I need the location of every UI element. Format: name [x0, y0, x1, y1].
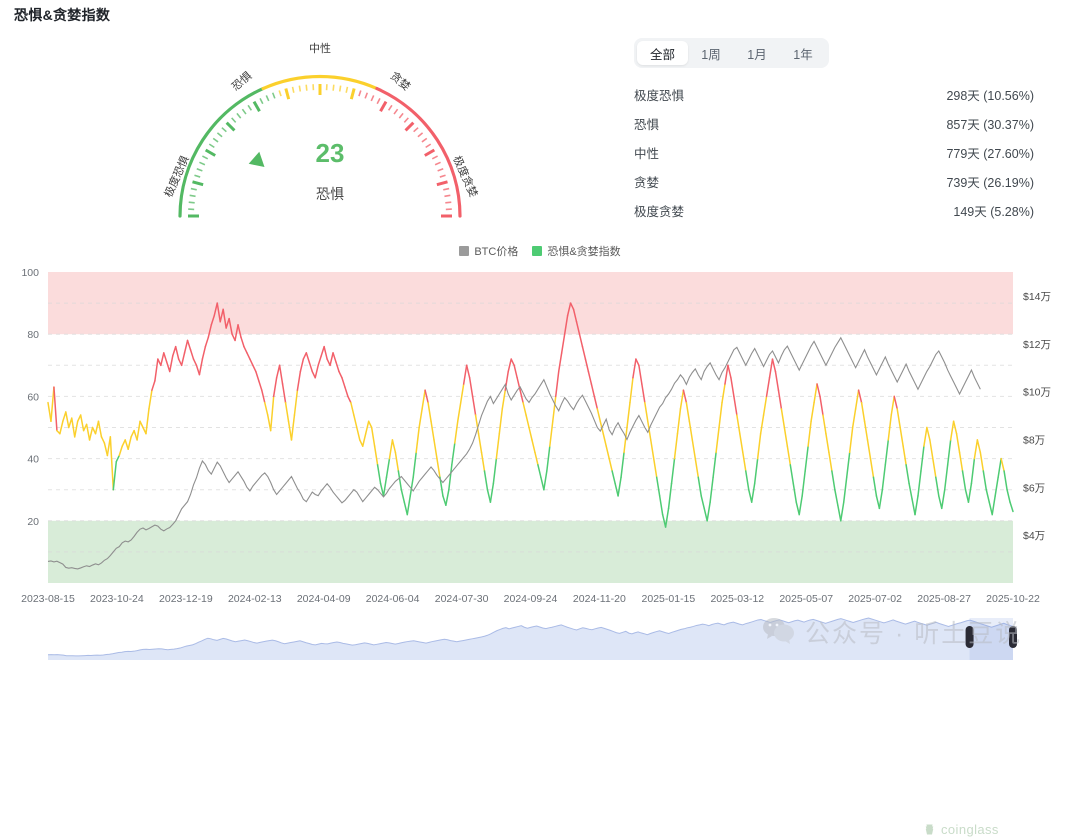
stat-row: 极度恐惧 298天 (10.56%): [634, 78, 1034, 107]
svg-text:80: 80: [27, 329, 39, 341]
legend-label-fear-greed: 恐惧&贪婪指数: [547, 243, 620, 259]
stat-value-extreme-fear: 298天 (10.56%): [946, 85, 1034, 104]
coinglass-watermark: coinglass: [922, 822, 999, 837]
tab-1year[interactable]: 1年: [780, 41, 826, 65]
gauge-zone-label-fear: 恐惧: [229, 69, 255, 94]
tab-all[interactable]: 全部: [637, 41, 688, 65]
legend-swatch-fear-greed: [532, 246, 542, 256]
svg-text:2023-12-19: 2023-12-19: [159, 593, 213, 605]
svg-text:2024-11-20: 2024-11-20: [573, 593, 626, 605]
svg-text:2025-03-12: 2025-03-12: [710, 593, 764, 605]
stat-label-greed: 贪婪: [634, 172, 659, 191]
svg-text:$8万: $8万: [1023, 434, 1045, 446]
svg-text:$4万: $4万: [1023, 530, 1045, 542]
svg-text:2024-09-24: 2024-09-24: [504, 593, 558, 605]
svg-text:100: 100: [21, 267, 39, 279]
svg-text:$6万: $6万: [1023, 482, 1045, 494]
tab-1week[interactable]: 1周: [688, 41, 734, 65]
stat-label-extreme-fear: 极度恐惧: [634, 85, 684, 104]
stat-row: 贪婪 739天 (26.19%): [634, 165, 1034, 194]
svg-text:2023-08-15: 2023-08-15: [21, 593, 75, 605]
tab-1month[interactable]: 1月: [734, 41, 780, 65]
gauge-zone-label-greed: 贪婪: [388, 69, 414, 94]
svg-text:60: 60: [27, 391, 39, 403]
legend-item-btc-price[interactable]: BTC价格: [459, 243, 518, 259]
page-title: 恐惧&贪婪指数: [14, 5, 110, 25]
svg-text:2025-10-22: 2025-10-22: [986, 593, 1040, 605]
svg-text:2024-02-13: 2024-02-13: [228, 593, 282, 605]
svg-text:2025-05-07: 2025-05-07: [779, 593, 833, 605]
svg-text:2025-01-15: 2025-01-15: [642, 593, 696, 605]
chart-brush[interactable]: [0, 612, 1080, 664]
timeframe-tabbar: 全部 1周 1月 1年: [634, 38, 829, 68]
stat-value-neutral: 779天 (27.60%): [946, 143, 1034, 162]
chart-svg: 20 40 60 80 100 $4万 $6万 $8万 $10万 $12万 $14万 2023-08-…: [0, 262, 1080, 607]
svg-text:40: 40: [27, 454, 39, 466]
svg-text:2023-10-24: 2023-10-24: [90, 593, 144, 605]
svg-text:2025-08-27: 2025-08-27: [917, 593, 971, 605]
gauge-svg: 极度恐惧 恐惧 中性 贪婪 极度贪婪: [120, 26, 540, 238]
svg-text:2025-07-02: 2025-07-02: [848, 593, 902, 605]
brush-svg: [0, 612, 1080, 664]
svg-text:$12万: $12万: [1023, 339, 1051, 351]
svg-text:20: 20: [27, 516, 39, 528]
coinglass-logo-icon: [922, 822, 937, 837]
stat-row: 中性 779天 (27.60%): [634, 136, 1034, 165]
svg-text:2024-04-09: 2024-04-09: [297, 593, 351, 605]
gauge-status-label: 恐惧: [120, 184, 540, 204]
legend-swatch-btc-price: [459, 246, 469, 256]
main-chart[interactable]: 20 40 60 80 100 $4万 $6万 $8万 $10万 $12万 $14万 2023-08-…: [0, 262, 1080, 607]
svg-text:2024-07-30: 2024-07-30: [435, 593, 489, 605]
stat-label-fear: 恐惧: [634, 114, 659, 133]
stats-panel: 全部 1周 1月 1年 极度恐惧 298天 (10.56%) 恐惧 857天 (…: [634, 38, 1034, 223]
stat-row: 恐惧 857天 (30.37%): [634, 107, 1034, 136]
svg-text:$14万: $14万: [1023, 291, 1051, 303]
fear-greed-gauge: 极度恐惧 恐惧 中性 贪婪 极度贪婪 23 恐惧: [120, 26, 540, 238]
svg-text:2024-06-04: 2024-06-04: [366, 593, 420, 605]
stat-value-fear: 857天 (30.37%): [946, 114, 1034, 133]
stat-row: 极度贪婪 149天 (5.28%): [634, 194, 1034, 223]
coinglass-label: coinglass: [941, 822, 999, 837]
chart-legend: BTC价格 恐惧&贪婪指数: [0, 243, 1080, 259]
gauge-zone-label-neutral: 中性: [309, 41, 331, 55]
legend-label-btc-price: BTC价格: [474, 243, 518, 259]
stat-value-greed: 739天 (26.19%): [946, 172, 1034, 191]
stat-label-neutral: 中性: [634, 143, 659, 162]
svg-text:$10万: $10万: [1023, 387, 1051, 399]
stat-label-extreme-greed: 极度贪婪: [634, 201, 684, 220]
legend-item-fear-greed[interactable]: 恐惧&贪婪指数: [532, 243, 620, 259]
gauge-value: 23: [120, 138, 540, 169]
top-section: 极度恐惧 恐惧 中性 贪婪 极度贪婪 23 恐惧 全部 1周 1月 1年 极度恐…: [0, 26, 1080, 238]
stat-value-extreme-greed: 149天 (5.28%): [953, 201, 1034, 220]
